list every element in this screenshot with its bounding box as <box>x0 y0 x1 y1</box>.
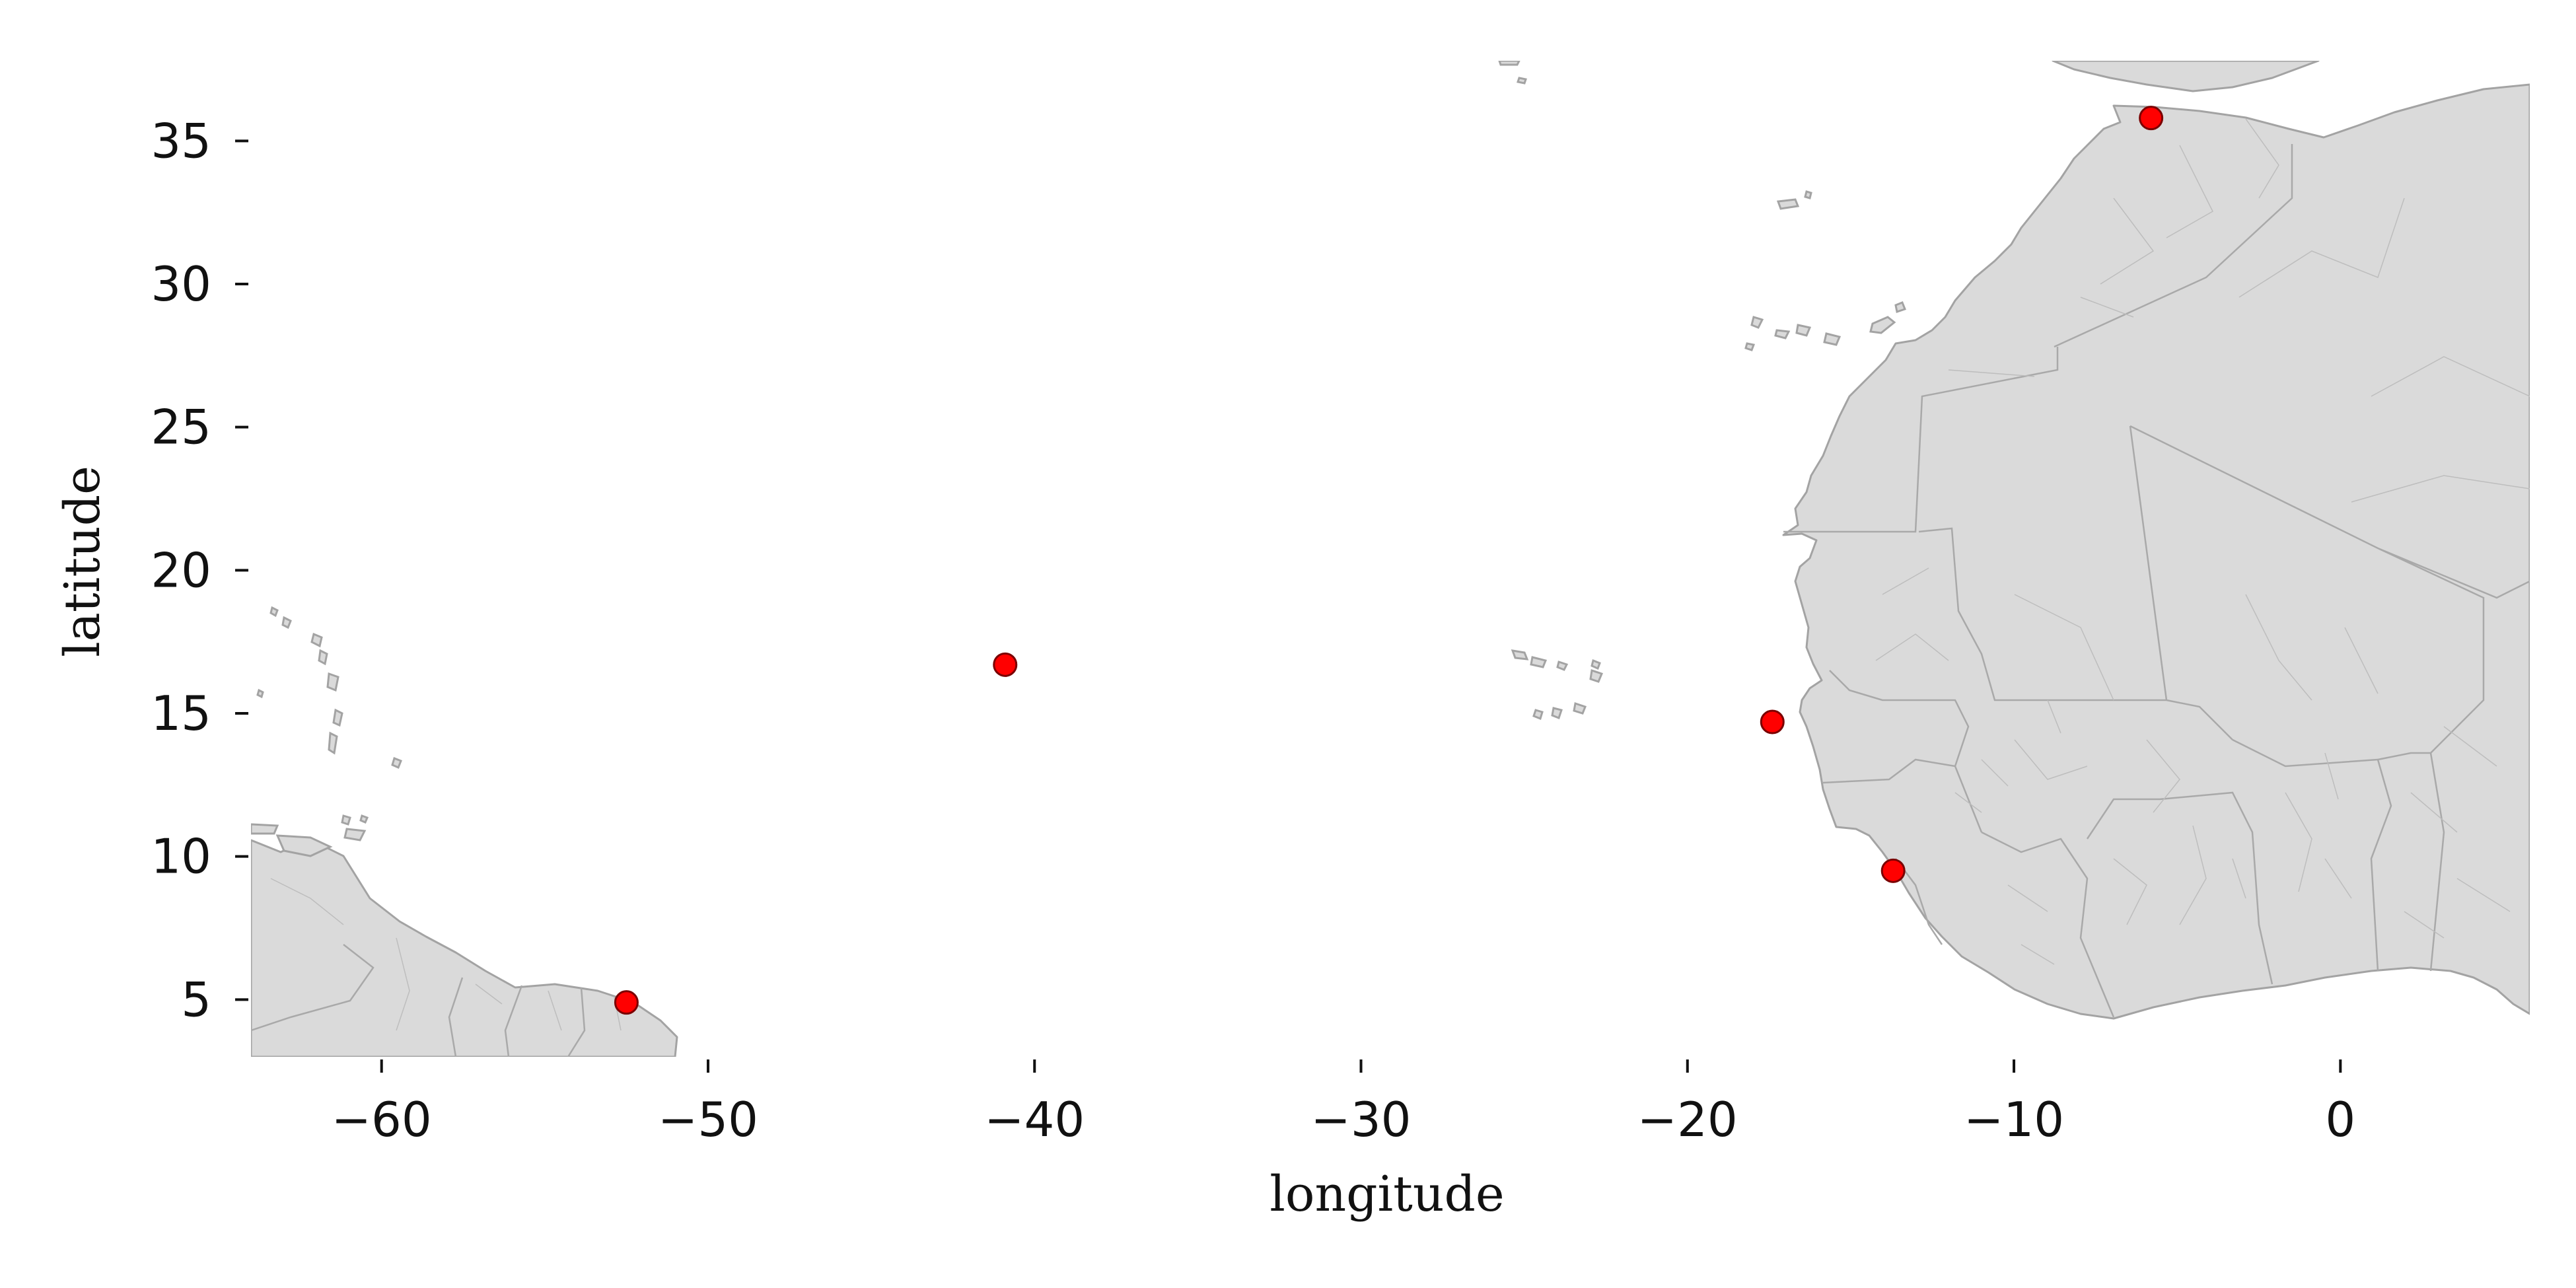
x-axis-ticks: −60 −50 −40 −30 −20 −10 0 <box>332 1059 2355 1147</box>
x-tick-label: −50 <box>658 1092 758 1147</box>
africa-country-borders <box>1783 144 2530 1018</box>
x-axis-title: longitude <box>1270 1166 1504 1223</box>
x-tick-label: −10 <box>1964 1092 2064 1147</box>
y-tick-label: 10 <box>151 829 211 884</box>
south-america-borders <box>251 944 586 1057</box>
africa-subdivision-borders <box>1875 118 2530 965</box>
data-points <box>614 106 2164 1015</box>
x-tick-label: −20 <box>1637 1092 1738 1147</box>
cape-verde-islands <box>1511 649 1604 721</box>
y-axis-ticks: 5 10 15 20 25 30 35 <box>151 113 248 1027</box>
y-tick-label: 35 <box>151 113 211 168</box>
x-tick-label: 0 <box>2325 1092 2355 1147</box>
y-tick-label: 20 <box>151 542 211 598</box>
x-tick-label: −40 <box>984 1092 1085 1147</box>
caribbean-islands <box>251 606 402 857</box>
location-marker <box>1880 858 1906 883</box>
y-tick-label: 5 <box>181 972 211 1027</box>
location-marker <box>2139 106 2164 131</box>
x-tick-label: −30 <box>1311 1092 1412 1147</box>
canary-islands <box>1744 301 1906 351</box>
location-marker <box>993 652 1018 677</box>
south-america-subdivisions <box>270 878 622 1031</box>
y-tick-label: 15 <box>151 686 211 741</box>
location-marker <box>614 990 639 1015</box>
x-tick-label: −60 <box>332 1092 432 1147</box>
y-tick-label: 25 <box>151 400 211 455</box>
south-america-landmass <box>251 838 678 1057</box>
basemap <box>251 61 2530 1057</box>
y-axis-title: latitude <box>54 466 111 657</box>
azores-islands <box>1498 61 1527 85</box>
location-marker <box>1760 709 1785 734</box>
madeira-islands <box>1776 190 1812 210</box>
africa-landmass <box>1782 61 2530 1020</box>
y-tick-label: 30 <box>151 256 211 312</box>
